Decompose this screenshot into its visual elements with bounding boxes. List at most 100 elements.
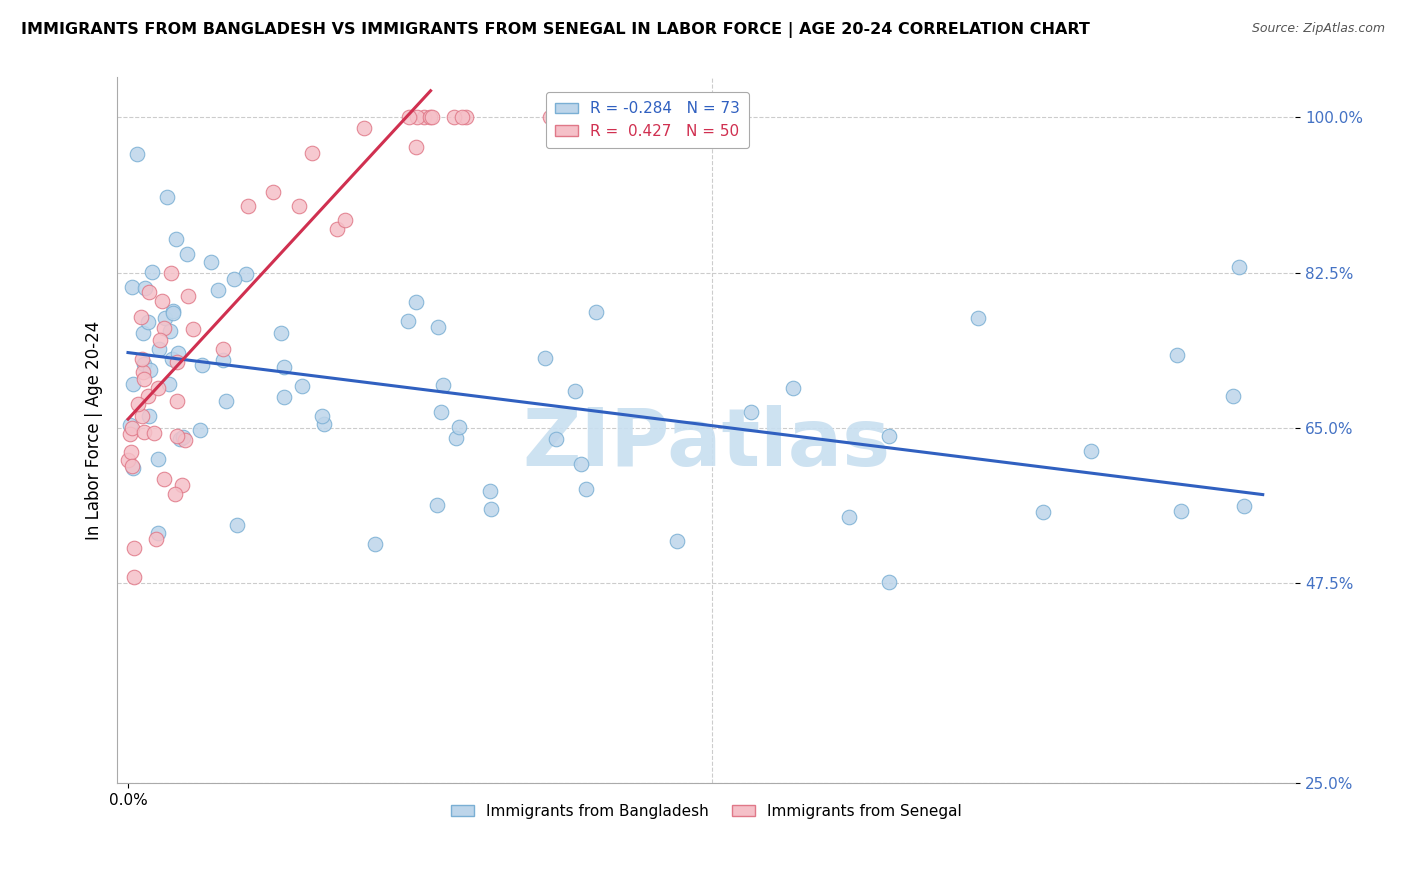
Point (122, 570, 145, 584)
Point (166, 394, 188, 409)
Point (134, 281, 156, 295)
Point (877, 429, 900, 443)
Point (148, 333, 170, 347)
Point (165, 232, 187, 246)
Point (167, 345, 190, 359)
Point (153, 472, 176, 486)
Point (118, 426, 141, 441)
Legend: Immigrants from Bangladesh, Immigrants from Senegal: Immigrants from Bangladesh, Immigrants f… (444, 797, 967, 825)
Point (136, 389, 159, 403)
Point (449, 420, 471, 434)
Point (129, 310, 152, 324)
Point (132, 425, 155, 440)
Point (190, 358, 212, 372)
Point (162, 304, 184, 318)
Point (311, 409, 333, 423)
Point (121, 458, 143, 473)
Point (533, 351, 555, 366)
Point (430, 405, 453, 419)
Point (122, 376, 145, 391)
Point (838, 509, 860, 524)
Point (117, 453, 139, 467)
Point (450, 111, 472, 125)
Point (120, 445, 142, 459)
Point (157, 376, 180, 391)
Point (966, 310, 988, 325)
Point (405, 294, 427, 309)
Point (146, 381, 169, 395)
Point (174, 434, 197, 448)
Point (142, 425, 165, 440)
Point (396, 313, 419, 327)
Point (166, 429, 188, 443)
Point (156, 190, 179, 204)
Y-axis label: In Labor Force | Age 20-24: In Labor Force | Age 20-24 (86, 320, 103, 540)
Point (222, 271, 245, 285)
Point (131, 351, 153, 366)
Point (432, 378, 454, 392)
Point (740, 405, 762, 419)
Point (782, 381, 804, 395)
Point (273, 360, 295, 375)
Point (160, 352, 183, 367)
Point (270, 326, 292, 341)
Point (138, 409, 160, 423)
Point (312, 417, 335, 431)
Point (575, 482, 598, 496)
Point (333, 213, 356, 227)
Point (162, 306, 184, 320)
Point (479, 484, 502, 499)
Point (172, 478, 194, 492)
Point (159, 324, 181, 338)
Point (538, 111, 561, 125)
Point (215, 394, 238, 409)
Point (177, 289, 200, 303)
Point (145, 532, 167, 546)
Point (118, 417, 141, 432)
Point (564, 384, 586, 398)
Point (665, 533, 688, 548)
Point (1233, 499, 1256, 513)
Point (166, 355, 188, 369)
Point (236, 199, 259, 213)
Point (163, 487, 186, 501)
Point (212, 342, 235, 356)
Point (127, 146, 149, 161)
Point (353, 120, 375, 135)
Point (132, 326, 155, 340)
Point (412, 111, 434, 125)
Point (1222, 389, 1244, 403)
Text: ZIPatlas: ZIPatlas (522, 405, 890, 483)
Point (273, 390, 295, 404)
Point (443, 111, 465, 125)
Point (569, 458, 592, 472)
Point (364, 537, 387, 551)
Point (153, 320, 176, 334)
Point (426, 319, 449, 334)
Point (1166, 348, 1188, 362)
Point (188, 423, 211, 437)
Point (121, 461, 143, 475)
Point (585, 305, 607, 319)
Point (212, 353, 235, 368)
Point (139, 363, 162, 377)
Point (148, 525, 170, 540)
Point (877, 575, 900, 590)
Point (454, 111, 477, 125)
Point (148, 343, 170, 357)
Point (406, 111, 429, 125)
Point (262, 186, 284, 200)
Point (235, 267, 257, 281)
Point (132, 365, 155, 379)
Point (160, 266, 183, 280)
Point (544, 432, 567, 446)
Point (479, 502, 502, 516)
Point (176, 246, 198, 260)
Point (181, 322, 204, 336)
Point (420, 111, 443, 125)
Point (301, 146, 323, 161)
Point (169, 433, 191, 447)
Point (150, 293, 173, 308)
Point (446, 431, 468, 445)
Point (287, 199, 309, 213)
